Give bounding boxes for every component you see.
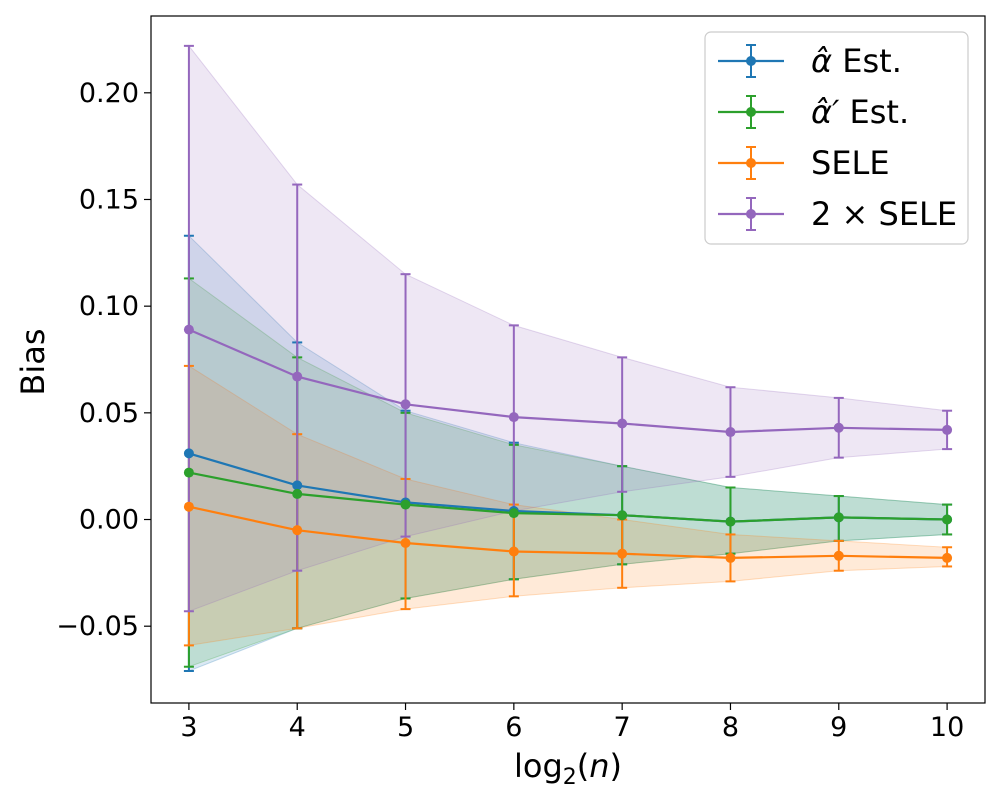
series-2-line [188,471,948,523]
y-tick-label: 0.00 [79,505,139,536]
series-4-point [508,412,519,423]
series-2-point [725,516,736,527]
x-axis-ticks: 3 4 5 6 7 8 9 10 [180,703,964,743]
legend-entry-3-marker [746,158,756,168]
x-axis-label-close: ) [610,747,622,785]
legend-entry-3-label: SELE [811,144,890,182]
series-3-point [617,548,628,559]
legend-entry-1-label-math: α̂ [811,42,832,80]
series-2-point [183,467,194,478]
y-tick-label: 0.10 [79,291,139,322]
y-tick-label: −0.05 [56,611,139,642]
x-tick-label: 7 [614,712,631,743]
x-axis-label-variable: n [589,747,609,785]
y-tick-label: 0.20 [79,78,139,109]
series-3-point [292,525,303,536]
x-tick-label: 3 [180,712,197,743]
series-3-point [183,501,194,512]
series-3-point [833,550,844,561]
series-2-point [833,512,844,523]
series-markers [183,324,953,563]
legend-entry-2-label: α̂′ Est. [811,93,909,131]
series-3-point [400,537,411,548]
legend-box [704,31,969,245]
legend-entry-1-label-text: Est. [832,42,902,80]
series-4-line [188,328,948,434]
series-4-point [400,399,411,410]
legend-entry-4-marker [746,209,756,219]
legend-entry-4-label-text: 2 × SELE [811,195,957,233]
series-lines [188,328,948,560]
series-3-line [188,505,948,560]
series-4-point [183,324,194,335]
y-axis-label: Bias [14,328,52,395]
series-1-point [183,448,194,459]
x-tick-label: 10 [930,712,964,743]
series-4-point [292,371,303,382]
legend-entry-2-label-text: Est. [839,93,909,131]
plot-frame [150,15,986,704]
legend-entry-1-marker [746,56,756,66]
x-tick-label: 4 [289,712,306,743]
legend-entry-1-label: α̂ Est. [811,42,902,80]
uncertainty-bands [188,44,948,672]
x-tick-label: 5 [397,712,414,743]
legend-entry-2-label-math: α̂′ [811,93,840,131]
series-3-point [942,552,953,563]
y-tick-label: 0.15 [79,184,139,215]
series-4-point [617,418,628,429]
x-tick-label: 9 [830,712,847,743]
y-tick-label: 0.05 [79,398,139,429]
series-1-point [292,480,303,491]
series-4-point [725,427,736,438]
legend-entry-2-marker [746,107,756,117]
legend-entry-3-label-text: SELE [811,144,890,182]
series-2-point [942,514,953,525]
x-axis-label-subscript: 2 [563,765,577,790]
x-axis-label: log2(n) [514,747,622,790]
series-2-point [292,488,303,499]
x-axis-label-argument: ( [577,747,589,785]
series-3-point [508,546,519,557]
x-tick-label: 6 [505,712,522,743]
series-2-point [617,510,628,521]
series-3-point [725,552,736,563]
x-tick-label: 8 [722,712,739,743]
series-2-point [400,499,411,510]
series-4-point [942,424,953,435]
series-4-point [833,422,844,433]
y-axis-ticks: −0.05 0.00 0.05 0.10 0.15 0.20 [56,78,151,642]
series-2-point [508,508,519,519]
legend-entry-4-label: 2 × SELE [811,195,957,233]
